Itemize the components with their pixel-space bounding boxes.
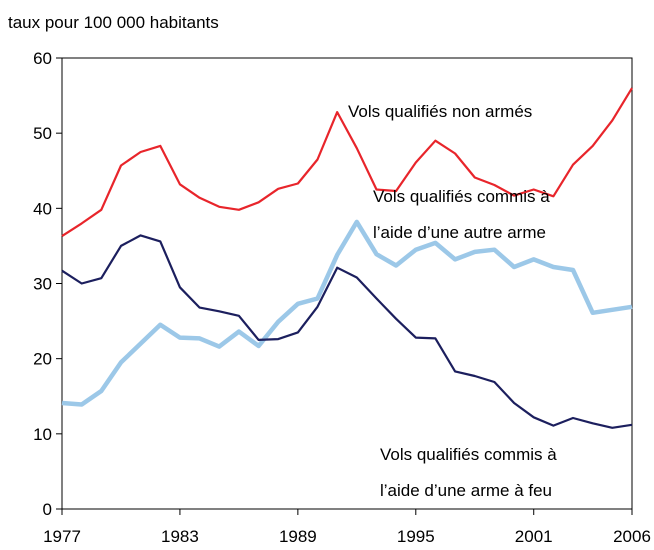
series-line: [61, 219, 633, 407]
y-tick-label: 10: [33, 425, 52, 444]
y-tick-label: 60: [33, 49, 52, 68]
x-tick-label: 2006: [613, 527, 651, 546]
series-label: Vols qualifiés commis à l’aide d’une aut…: [373, 187, 550, 242]
y-axis-label: taux pour 100 000 habitants: [8, 13, 219, 32]
series-label: Vols qualifiés commis à l’aide d’une arm…: [380, 445, 557, 500]
x-tick-label: 1977: [43, 527, 81, 546]
series-label: Vols qualifiés non armés: [348, 102, 533, 121]
x-tick-label: 1995: [397, 527, 435, 546]
series-line: [61, 234, 633, 429]
y-tick-label: 30: [33, 275, 52, 294]
y-tick-label: 0: [43, 500, 52, 519]
y-tick-label: 20: [33, 350, 52, 369]
y-tick-label: 40: [33, 199, 52, 218]
y-tick-label: 50: [33, 124, 52, 143]
x-tick-label: 1983: [161, 527, 199, 546]
x-tick-label: 1989: [279, 527, 317, 546]
series-line: [61, 87, 633, 238]
x-tick-label: 2001: [515, 527, 553, 546]
